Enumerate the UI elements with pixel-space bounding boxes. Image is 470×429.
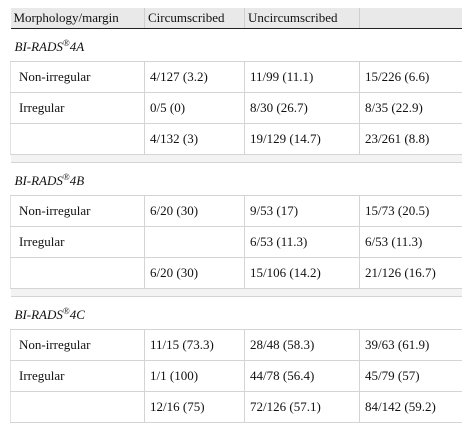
- cell-uncircumscribed: 28/48 (58.3): [244, 329, 360, 361]
- cell-total: 15/226 (6.6): [359, 61, 462, 93]
- table-body: BI-RADS®4A Non-irregular 4/127 (3.2) 11/…: [10, 28, 462, 423]
- cell-total: 15/73 (20.5): [359, 195, 462, 227]
- header-circumscribed: Circumscribed: [144, 8, 245, 29]
- cell-circumscribed: 11/15 (73.3): [144, 329, 245, 361]
- cell-total: 8/35 (22.9): [359, 92, 462, 124]
- cell-uncircumscribed: 11/99 (11.1): [244, 61, 360, 93]
- section-title: BI-RADS®4C: [10, 296, 462, 330]
- cell-total: 45/79 (57): [359, 360, 462, 392]
- header-row: Morphology/margin Circumscribed Uncircum…: [10, 8, 462, 29]
- cell-uncircumscribed: 8/30 (26.7): [244, 92, 360, 124]
- cell-uncircumscribed: 6/53 (11.3): [244, 226, 360, 258]
- table-row: Irregular 1/1 (100) 44/78 (56.4) 45/79 (…: [10, 360, 462, 392]
- cell-total: 39/63 (61.9): [359, 329, 462, 361]
- cell-total: 6/53 (11.3): [359, 226, 462, 258]
- registered-mark: ®: [62, 37, 70, 48]
- section-title-prefix: BI-RADS: [14, 38, 63, 54]
- cell-circumscribed: 0/5 (0): [144, 92, 245, 124]
- cell-circumscribed: 12/16 (75): [144, 391, 245, 423]
- section-title-category: 4C: [69, 306, 85, 322]
- table-row: Irregular 6/53 (11.3) 6/53 (11.3): [10, 226, 462, 258]
- section-title-category: 4B: [69, 172, 85, 188]
- cell-circumscribed: 4/132 (3): [144, 123, 245, 155]
- cell-total: 21/126 (16.7): [359, 257, 462, 289]
- header-uncircumscribed: Uncircumscribed: [244, 8, 360, 29]
- cell-total: 84/142 (59.2): [359, 391, 462, 423]
- section-header-4a: BI-RADS®4A: [10, 28, 462, 62]
- cell-circumscribed: 4/127 (3.2): [144, 61, 245, 93]
- cell-uncircumscribed: 9/53 (17): [244, 195, 360, 227]
- header-total: [359, 8, 462, 29]
- header-morphology-margin: Morphology/margin: [10, 8, 145, 29]
- row-label: Non-irregular: [10, 195, 145, 227]
- section-spacer: [10, 154, 462, 163]
- row-label: [10, 391, 145, 423]
- section-title: BI-RADS®4A: [10, 28, 462, 62]
- cell-circumscribed: 6/20 (30): [144, 257, 245, 289]
- spacer-cell: [10, 288, 462, 297]
- section-title-prefix: BI-RADS: [14, 306, 63, 322]
- registered-mark: ®: [62, 171, 70, 182]
- section-header-4b: BI-RADS®4B: [10, 162, 462, 196]
- section-spacer: [10, 288, 462, 297]
- cell-uncircumscribed: 72/126 (57.1): [244, 391, 360, 423]
- row-label: Irregular: [10, 226, 145, 258]
- cell-uncircumscribed: 44/78 (56.4): [244, 360, 360, 392]
- section-title-category: 4A: [69, 38, 85, 54]
- cell-uncircumscribed: 15/106 (14.2): [244, 257, 360, 289]
- row-label: Irregular: [10, 92, 145, 124]
- cell-uncircumscribed: 19/129 (14.7): [244, 123, 360, 155]
- results-table: Morphology/margin Circumscribed Uncircum…: [10, 8, 462, 423]
- row-label: [10, 123, 145, 155]
- table-row: Non-irregular 4/127 (3.2) 11/99 (11.1) 1…: [10, 61, 462, 93]
- row-label: [10, 257, 145, 289]
- cell-total: 23/261 (8.8): [359, 123, 462, 155]
- table-row: Non-irregular 11/15 (73.3) 28/48 (58.3) …: [10, 329, 462, 361]
- table-row-subtotal: 12/16 (75) 72/126 (57.1) 84/142 (59.2): [10, 391, 462, 423]
- row-label: Irregular: [10, 360, 145, 392]
- section-header-4c: BI-RADS®4C: [10, 296, 462, 330]
- cell-circumscribed: 1/1 (100): [144, 360, 245, 392]
- spacer-cell: [10, 154, 462, 163]
- table-row-subtotal: 4/132 (3) 19/129 (14.7) 23/261 (8.8): [10, 123, 462, 155]
- cell-circumscribed: 6/20 (30): [144, 195, 245, 227]
- section-title-prefix: BI-RADS: [14, 172, 63, 188]
- row-label: Non-irregular: [10, 61, 145, 93]
- row-label: Non-irregular: [10, 329, 145, 361]
- table-row: Irregular 0/5 (0) 8/30 (26.7) 8/35 (22.9…: [10, 92, 462, 124]
- table-header: Morphology/margin Circumscribed Uncircum…: [10, 8, 462, 29]
- cell-circumscribed: [144, 226, 245, 258]
- table-row-subtotal: 6/20 (30) 15/106 (14.2) 21/126 (16.7): [10, 257, 462, 289]
- registered-mark: ®: [62, 305, 70, 316]
- section-title: BI-RADS®4B: [10, 162, 462, 196]
- table-row: Non-irregular 6/20 (30) 9/53 (17) 15/73 …: [10, 195, 462, 227]
